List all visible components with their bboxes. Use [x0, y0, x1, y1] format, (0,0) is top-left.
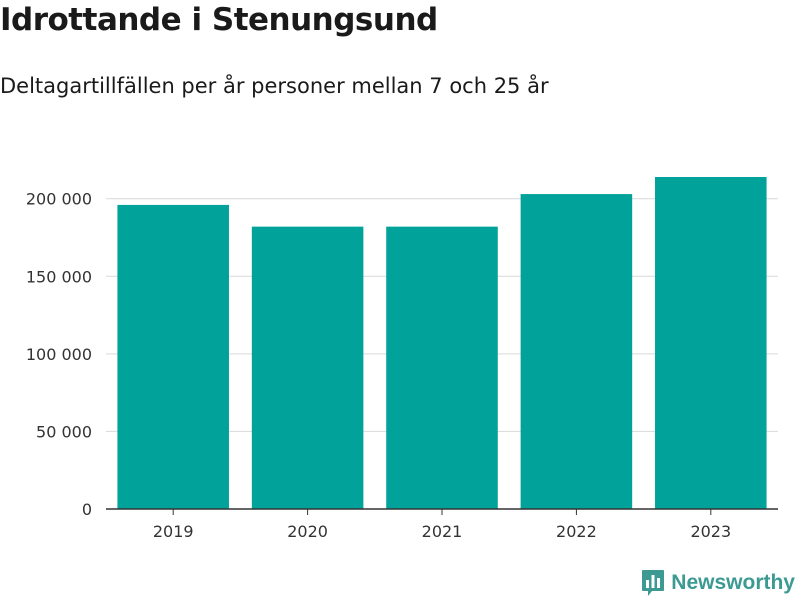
- x-tick-label: 2020: [287, 522, 328, 541]
- chart-subtitle: Deltagartillfällen per år personer mella…: [0, 74, 549, 98]
- y-tick-label: 50 000: [36, 422, 92, 441]
- bars: [117, 177, 767, 509]
- bar: [251, 226, 364, 509]
- bar: [386, 226, 498, 509]
- brand-name: Newsworthy: [671, 571, 795, 594]
- y-tick-label: 0: [82, 500, 92, 519]
- y-tick-label: 200 000: [26, 190, 92, 209]
- y-tick-label: 150 000: [26, 267, 92, 286]
- x-tick-label: 2023: [690, 522, 731, 541]
- bar: [117, 204, 229, 509]
- bar: [655, 177, 767, 509]
- x-tick-label: 2021: [422, 522, 463, 541]
- tick-labels: 0 50 000 100 000 150 000 200 000 2019 2020 2021…: [26, 190, 731, 541]
- x-tick-label: 2022: [556, 522, 597, 541]
- brand-logo: Newsworthy: [641, 569, 795, 597]
- axes: [106, 508, 778, 515]
- chart-title: Idrottande i Stenungsund: [0, 2, 438, 38]
- y-tick-label: 100 000: [26, 345, 92, 364]
- bar: [520, 194, 633, 509]
- bar-chart-speech-bubble-icon: [642, 570, 665, 596]
- x-tick-label: 2019: [153, 522, 194, 541]
